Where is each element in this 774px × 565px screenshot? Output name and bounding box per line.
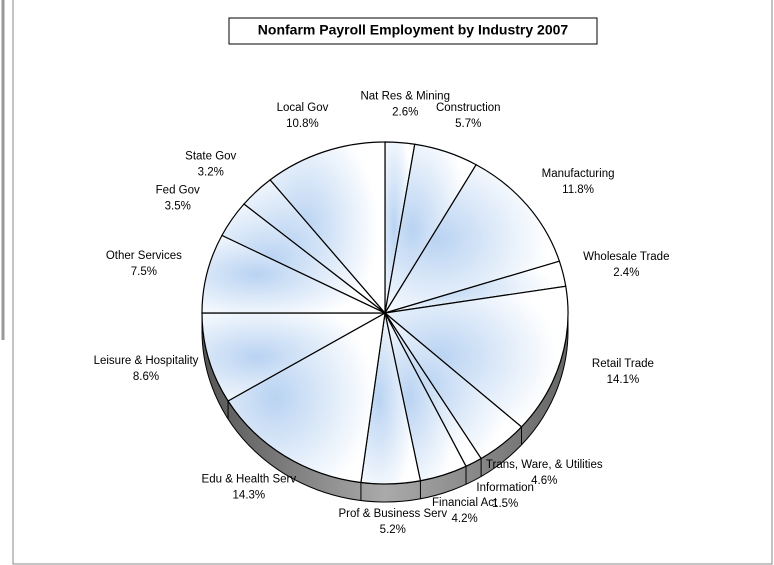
slice-value-label: 11.8% — [562, 184, 594, 196]
slice-label: Construction — [436, 102, 501, 114]
slice-label: Leisure & Hospitality — [94, 355, 199, 367]
slice-value-label: 14.3% — [233, 490, 266, 502]
slice-label: Local Gov — [277, 102, 329, 114]
slice-label: Trans, Ware, & Utilities — [486, 459, 603, 471]
slice-value-label: 1.5% — [492, 498, 518, 510]
slice-value-label: 2.6% — [392, 107, 418, 119]
slice-label: State Gov — [185, 150, 236, 162]
slice-label: Retail Trade — [592, 358, 654, 370]
slice-value-label: 7.5% — [131, 266, 157, 278]
slice-value-label: 10.8% — [286, 118, 319, 130]
slice-label: Other Services — [106, 250, 182, 262]
slice-label: Fed Gov — [156, 184, 200, 196]
pie-slice — [227, 311, 386, 484]
slice-value-label: 5.7% — [455, 118, 481, 130]
slice-value-label: 2.4% — [613, 267, 639, 279]
slice-value-label: 14.1% — [607, 374, 640, 386]
slice-label: Manufacturing — [542, 168, 615, 180]
slice-label: Wholesale Trade — [583, 251, 669, 263]
slice-label: Prof & Business Serv — [338, 508, 447, 520]
slice-label: Edu & Health Serv — [202, 474, 297, 486]
pie-slice — [269, 141, 386, 315]
slice-value-label: 5.2% — [380, 524, 406, 536]
slice-label: Information — [476, 482, 534, 494]
pie-slice — [201, 312, 388, 402]
slice-label: Financial Act — [432, 497, 498, 509]
slice-value-label: 3.2% — [198, 166, 224, 178]
pie-slice — [383, 163, 561, 315]
slice-value-label: 8.6% — [133, 371, 159, 383]
slice-value-label: 3.5% — [165, 200, 191, 212]
chart-title: Nonfarm Payroll Employment by Industry 2… — [258, 22, 569, 38]
slice-label: Nat Res & Mining — [360, 91, 449, 103]
pie-slice — [383, 285, 569, 428]
title-box — [228, 17, 598, 45]
slice-value-label: 4.6% — [531, 475, 557, 487]
slice-value-label: 4.2% — [451, 513, 477, 525]
